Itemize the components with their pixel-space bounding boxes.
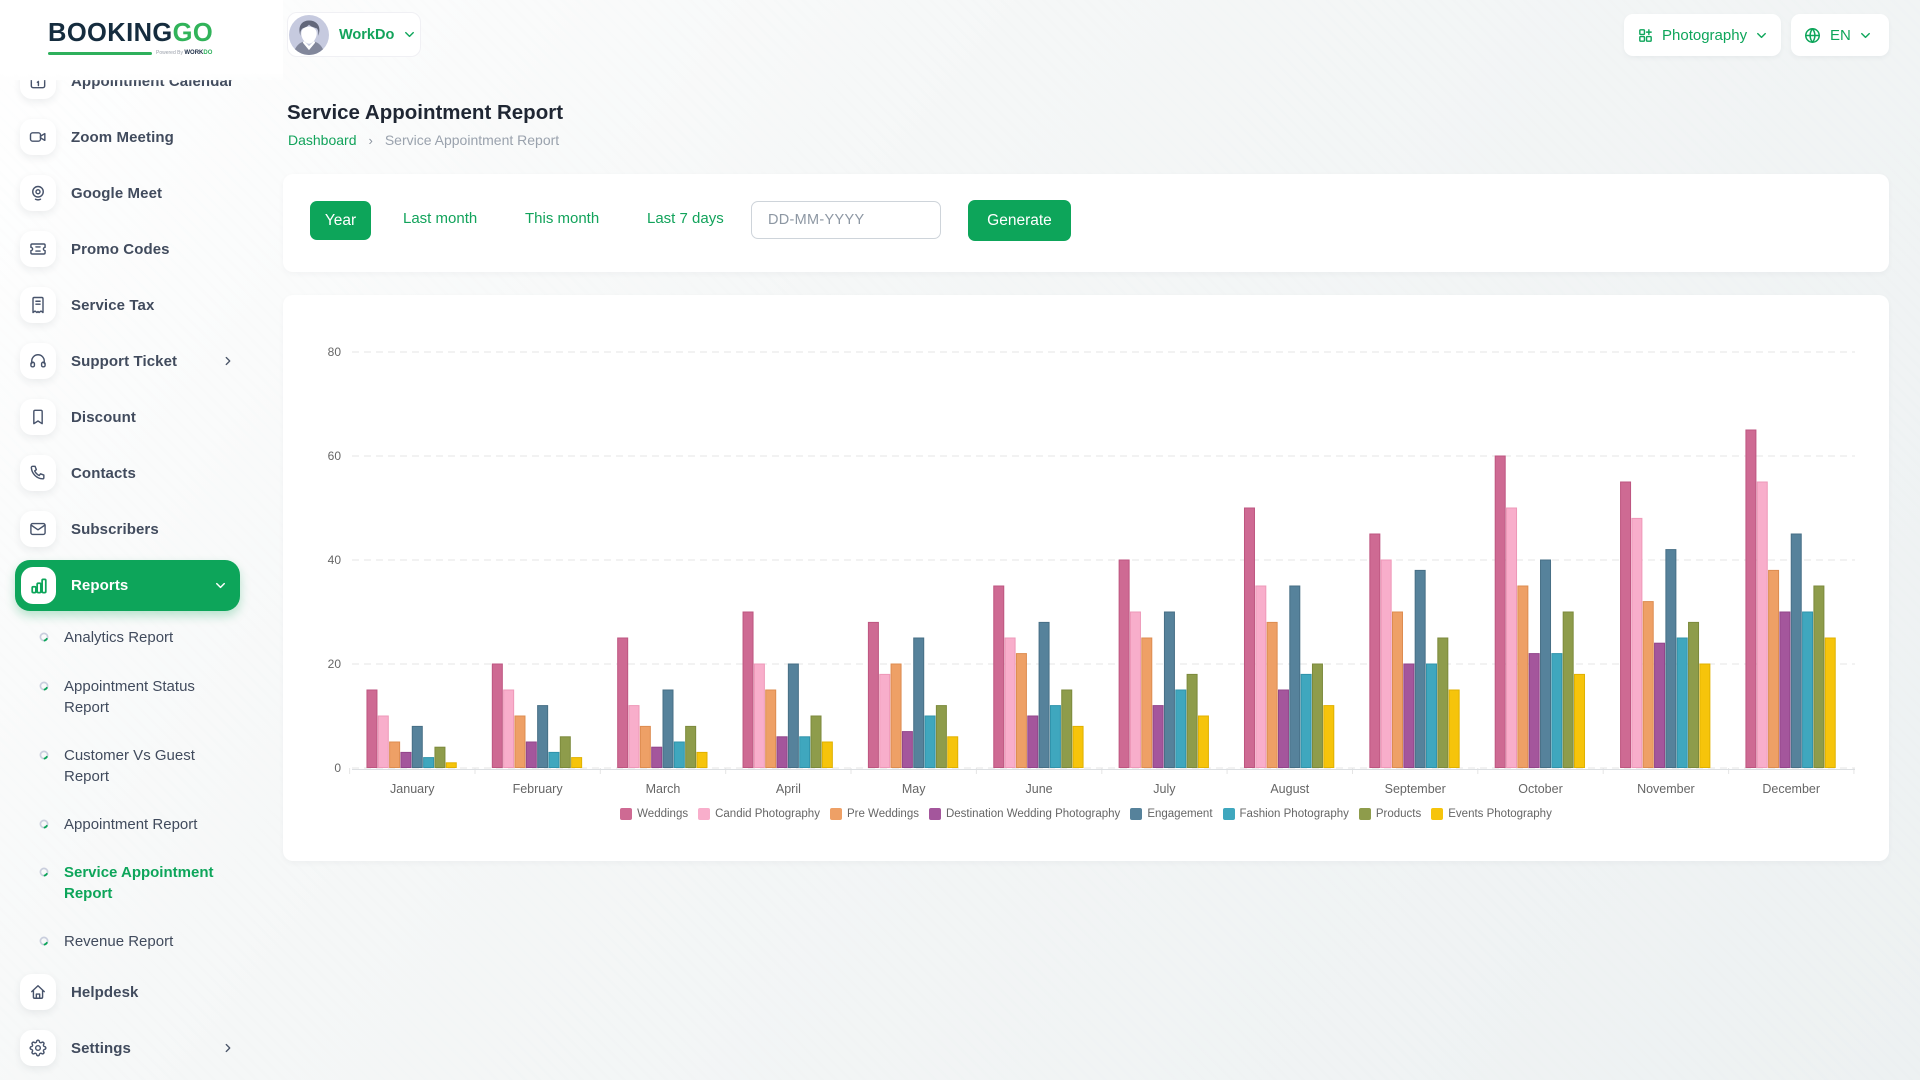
svg-text:March: March [646, 782, 681, 796]
svg-text:August: August [1270, 782, 1309, 796]
svg-text:May: May [902, 782, 926, 796]
svg-text:July: July [1153, 782, 1176, 796]
svg-text:40: 40 [328, 553, 342, 567]
svg-text:20: 20 [328, 657, 342, 671]
svg-text:December: December [1762, 782, 1820, 796]
svg-text:January: January [390, 782, 435, 796]
svg-text:September: September [1385, 782, 1446, 796]
svg-text:80: 80 [328, 345, 342, 359]
svg-text:November: November [1637, 782, 1695, 796]
svg-text:October: October [1518, 782, 1562, 796]
svg-text:April: April [776, 782, 801, 796]
svg-text:0: 0 [334, 761, 341, 775]
svg-text:June: June [1026, 782, 1053, 796]
svg-text:February: February [513, 782, 564, 796]
svg-text:60: 60 [328, 449, 342, 463]
